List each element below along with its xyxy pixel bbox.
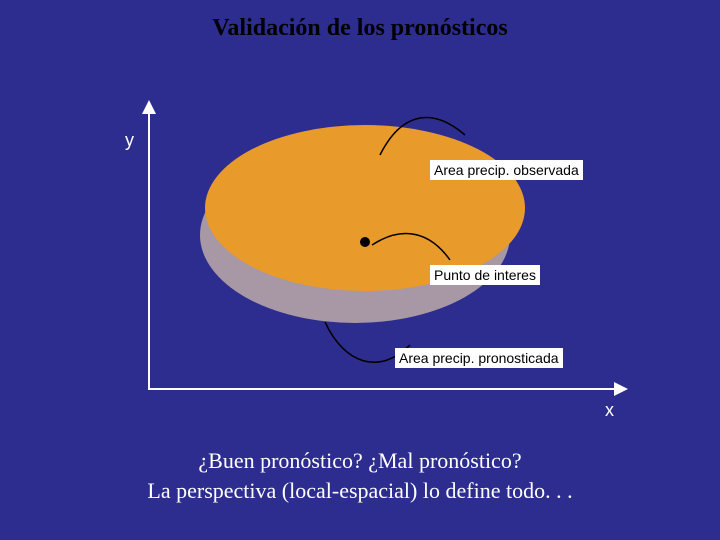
caption-line-2: La perspectiva (local-espacial) lo defin… <box>0 478 720 504</box>
diagram-area: y x Area precip. observada Punto de inte… <box>120 100 620 400</box>
x-axis-label: x <box>605 400 614 421</box>
page-title: Validación de los pronósticos <box>0 15 720 42</box>
forecast-label: Area precip. pronosticada <box>395 348 563 368</box>
caption-line-1: ¿Buen pronóstico? ¿Mal pronóstico? <box>0 448 720 474</box>
point-label: Punto de interes <box>430 265 540 285</box>
observed-label: Area precip. observada <box>430 160 583 180</box>
